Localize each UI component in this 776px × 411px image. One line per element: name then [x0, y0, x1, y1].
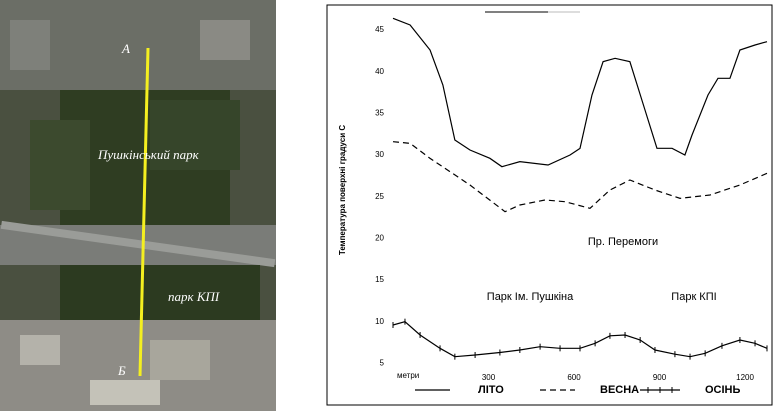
y-tick-label: 45 [375, 25, 384, 34]
x-tick-label: 600 [567, 373, 581, 382]
y-tick-label: 35 [375, 108, 384, 117]
y-axis-title: Температура поверхні градуси С [338, 125, 347, 256]
x-tick-label: 300 [482, 373, 496, 382]
legend-label: ОСІНЬ [705, 384, 741, 396]
y-tick-label: 20 [375, 233, 384, 242]
y-tick-label: 10 [375, 317, 384, 326]
point-label: А [121, 41, 130, 56]
y-tick-label: 40 [375, 67, 384, 76]
chart-frame [327, 5, 772, 405]
satellite-image [0, 0, 276, 411]
figure: А Б Пушкінський парк парк КПІ Температур… [0, 0, 776, 411]
annotation: Парк КПІ [671, 291, 716, 303]
y-tick-label: 15 [375, 275, 384, 284]
y-tick-label: 5 [380, 358, 385, 367]
x-tick-label: 1200 [736, 373, 754, 382]
legend-label: ВЕСНА [600, 384, 639, 396]
y-tick-label: 25 [375, 192, 384, 201]
x-tick-label: 900 [653, 373, 667, 382]
park-label: парк КПІ [168, 289, 220, 304]
legend-label: ЛІТО [478, 384, 504, 396]
series-line [393, 18, 767, 166]
page: {"map": {"labels": ["А", "Б", "Пушкінськ… [0, 0, 776, 411]
point-label: Б [117, 363, 126, 378]
annotation: Пр. Перемоги [588, 236, 658, 248]
park-label: Пушкінський парк [97, 147, 200, 162]
series-line [393, 142, 767, 212]
annotation: Парк Ім. Пушкіна [487, 291, 574, 303]
x-axis-title: метри [397, 371, 419, 380]
y-tick-label: 30 [375, 150, 384, 159]
series-line [393, 322, 767, 357]
